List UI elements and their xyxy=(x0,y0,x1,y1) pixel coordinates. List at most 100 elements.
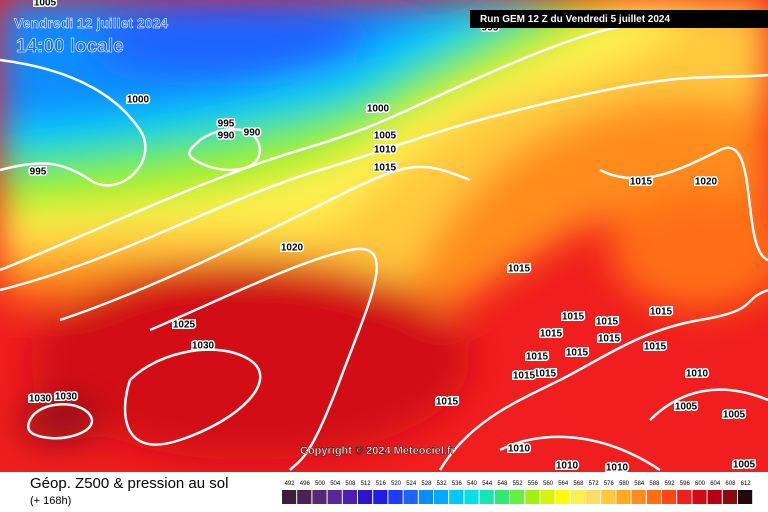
legend-label: 524 xyxy=(406,481,417,487)
legend-label: 600 xyxy=(695,481,706,487)
legend-swatch xyxy=(510,490,525,504)
legend-label: 500 xyxy=(315,481,326,487)
isobar-label: 1030 xyxy=(192,341,215,352)
footer-subtitle: (+ 168h) xyxy=(30,495,71,507)
isobar-label: 1005 xyxy=(733,460,756,471)
isobar-label: 1015 xyxy=(534,369,557,380)
isobar-label: 1015 xyxy=(596,317,619,328)
isobar-label: 1005 xyxy=(374,131,397,142)
legend-label: 592 xyxy=(665,481,676,487)
legend-swatch xyxy=(570,490,585,504)
legend-label: 564 xyxy=(558,481,569,487)
legend-label: 580 xyxy=(619,481,630,487)
isobar-label: 1030 xyxy=(29,394,52,405)
legend-label: 584 xyxy=(634,481,645,487)
legend-swatch xyxy=(540,490,555,504)
legend-label: 528 xyxy=(421,481,432,487)
legend-label: 548 xyxy=(497,481,508,487)
legend-swatch xyxy=(677,490,692,504)
legend-label: 540 xyxy=(467,481,478,487)
legend-label: 504 xyxy=(330,481,341,487)
isobar-label: 1000 xyxy=(367,104,390,115)
legend-swatch xyxy=(464,490,479,504)
isobar-label: 1000 xyxy=(127,95,150,106)
isobar-label: 1005 xyxy=(34,0,57,9)
legend-swatch xyxy=(631,490,646,504)
isobars xyxy=(0,18,768,472)
legend-swatch xyxy=(327,490,342,504)
legend-swatch xyxy=(403,490,418,504)
isobar-label: 1030 xyxy=(55,392,78,403)
legend-label: 536 xyxy=(452,481,463,487)
legend-label: 512 xyxy=(361,481,372,487)
legend-swatch xyxy=(722,490,737,504)
legend-swatch xyxy=(555,490,570,504)
copyright: Copyright © 2024 Meteociel.fr xyxy=(300,445,456,457)
isobar-label: 1015 xyxy=(630,177,653,188)
isobar-label: 1020 xyxy=(695,177,718,188)
legend-swatch xyxy=(525,490,540,504)
legend-swatch xyxy=(616,490,631,504)
legend-label: 608 xyxy=(725,481,736,487)
legend-label: 568 xyxy=(573,481,584,487)
isobar-label: 1005 xyxy=(723,410,746,421)
legend-swatch xyxy=(707,490,722,504)
legend-label: 532 xyxy=(437,481,448,487)
isobar-label: 1015 xyxy=(598,334,621,345)
legend-label: 552 xyxy=(513,481,524,487)
legend-label: 596 xyxy=(680,481,691,487)
run-banner xyxy=(470,10,768,28)
isobar-label: 1015 xyxy=(374,163,397,174)
legend-swatch xyxy=(358,490,373,504)
legend-label: 556 xyxy=(528,481,539,487)
legend-swatch xyxy=(418,490,433,504)
isobar-label: 1025 xyxy=(173,320,196,331)
isobar-label: 995 xyxy=(30,167,47,178)
legend-swatch xyxy=(601,490,616,504)
isobar-label: 1010 xyxy=(606,463,629,474)
legend-swatch xyxy=(388,490,403,504)
isobar-label: 1015 xyxy=(650,307,673,318)
legend-label: 508 xyxy=(345,481,356,487)
isobar-label: 1015 xyxy=(566,348,589,359)
isobar-label: 1015 xyxy=(513,371,536,382)
legend-swatch xyxy=(434,490,449,504)
legend-swatch xyxy=(282,490,297,504)
legend-swatch xyxy=(479,490,494,504)
isobar-label: 990 xyxy=(244,128,261,139)
legend-swatch xyxy=(297,490,312,504)
legend-label: 492 xyxy=(285,481,296,487)
isobar-label: 1015 xyxy=(508,264,531,275)
forecast-date: Vendredi 12 juillet 2024 xyxy=(14,15,168,31)
isobar-label: 1010 xyxy=(686,369,709,380)
isobar-label: 1015 xyxy=(562,312,585,323)
legend-label: 520 xyxy=(391,481,402,487)
isobar-label: 1015 xyxy=(436,397,459,408)
legend-label: 604 xyxy=(710,481,721,487)
legend-label: 560 xyxy=(543,481,554,487)
legend-label: 544 xyxy=(482,481,493,487)
geopotential-field xyxy=(0,0,768,472)
run-info: Run GEM 12 Z du Vendredi 5 juillet 2024 xyxy=(480,14,670,25)
isobar-label: 1015 xyxy=(540,329,563,340)
isobar-label: 1015 xyxy=(526,352,549,363)
legend-swatch xyxy=(449,490,464,504)
legend-label: 576 xyxy=(604,481,615,487)
footer-title: Géop. Z500 & pression au sol xyxy=(30,475,228,492)
legend-label: 612 xyxy=(741,481,752,487)
isobar-label: 995 xyxy=(218,119,235,130)
isobar-label: 1015 xyxy=(644,342,667,353)
legend-swatch xyxy=(494,490,509,504)
legend-swatch xyxy=(646,490,661,504)
legend-swatch xyxy=(373,490,388,504)
isobar-label: 1010 xyxy=(508,444,531,455)
isobar-label: 1005 xyxy=(675,402,698,413)
isobar-label: 1020 xyxy=(281,243,304,254)
forecast-time: 14:00 locale xyxy=(16,36,124,57)
legend-swatch xyxy=(692,490,707,504)
legend-label: 516 xyxy=(376,481,387,487)
legend-label: 588 xyxy=(649,481,660,487)
